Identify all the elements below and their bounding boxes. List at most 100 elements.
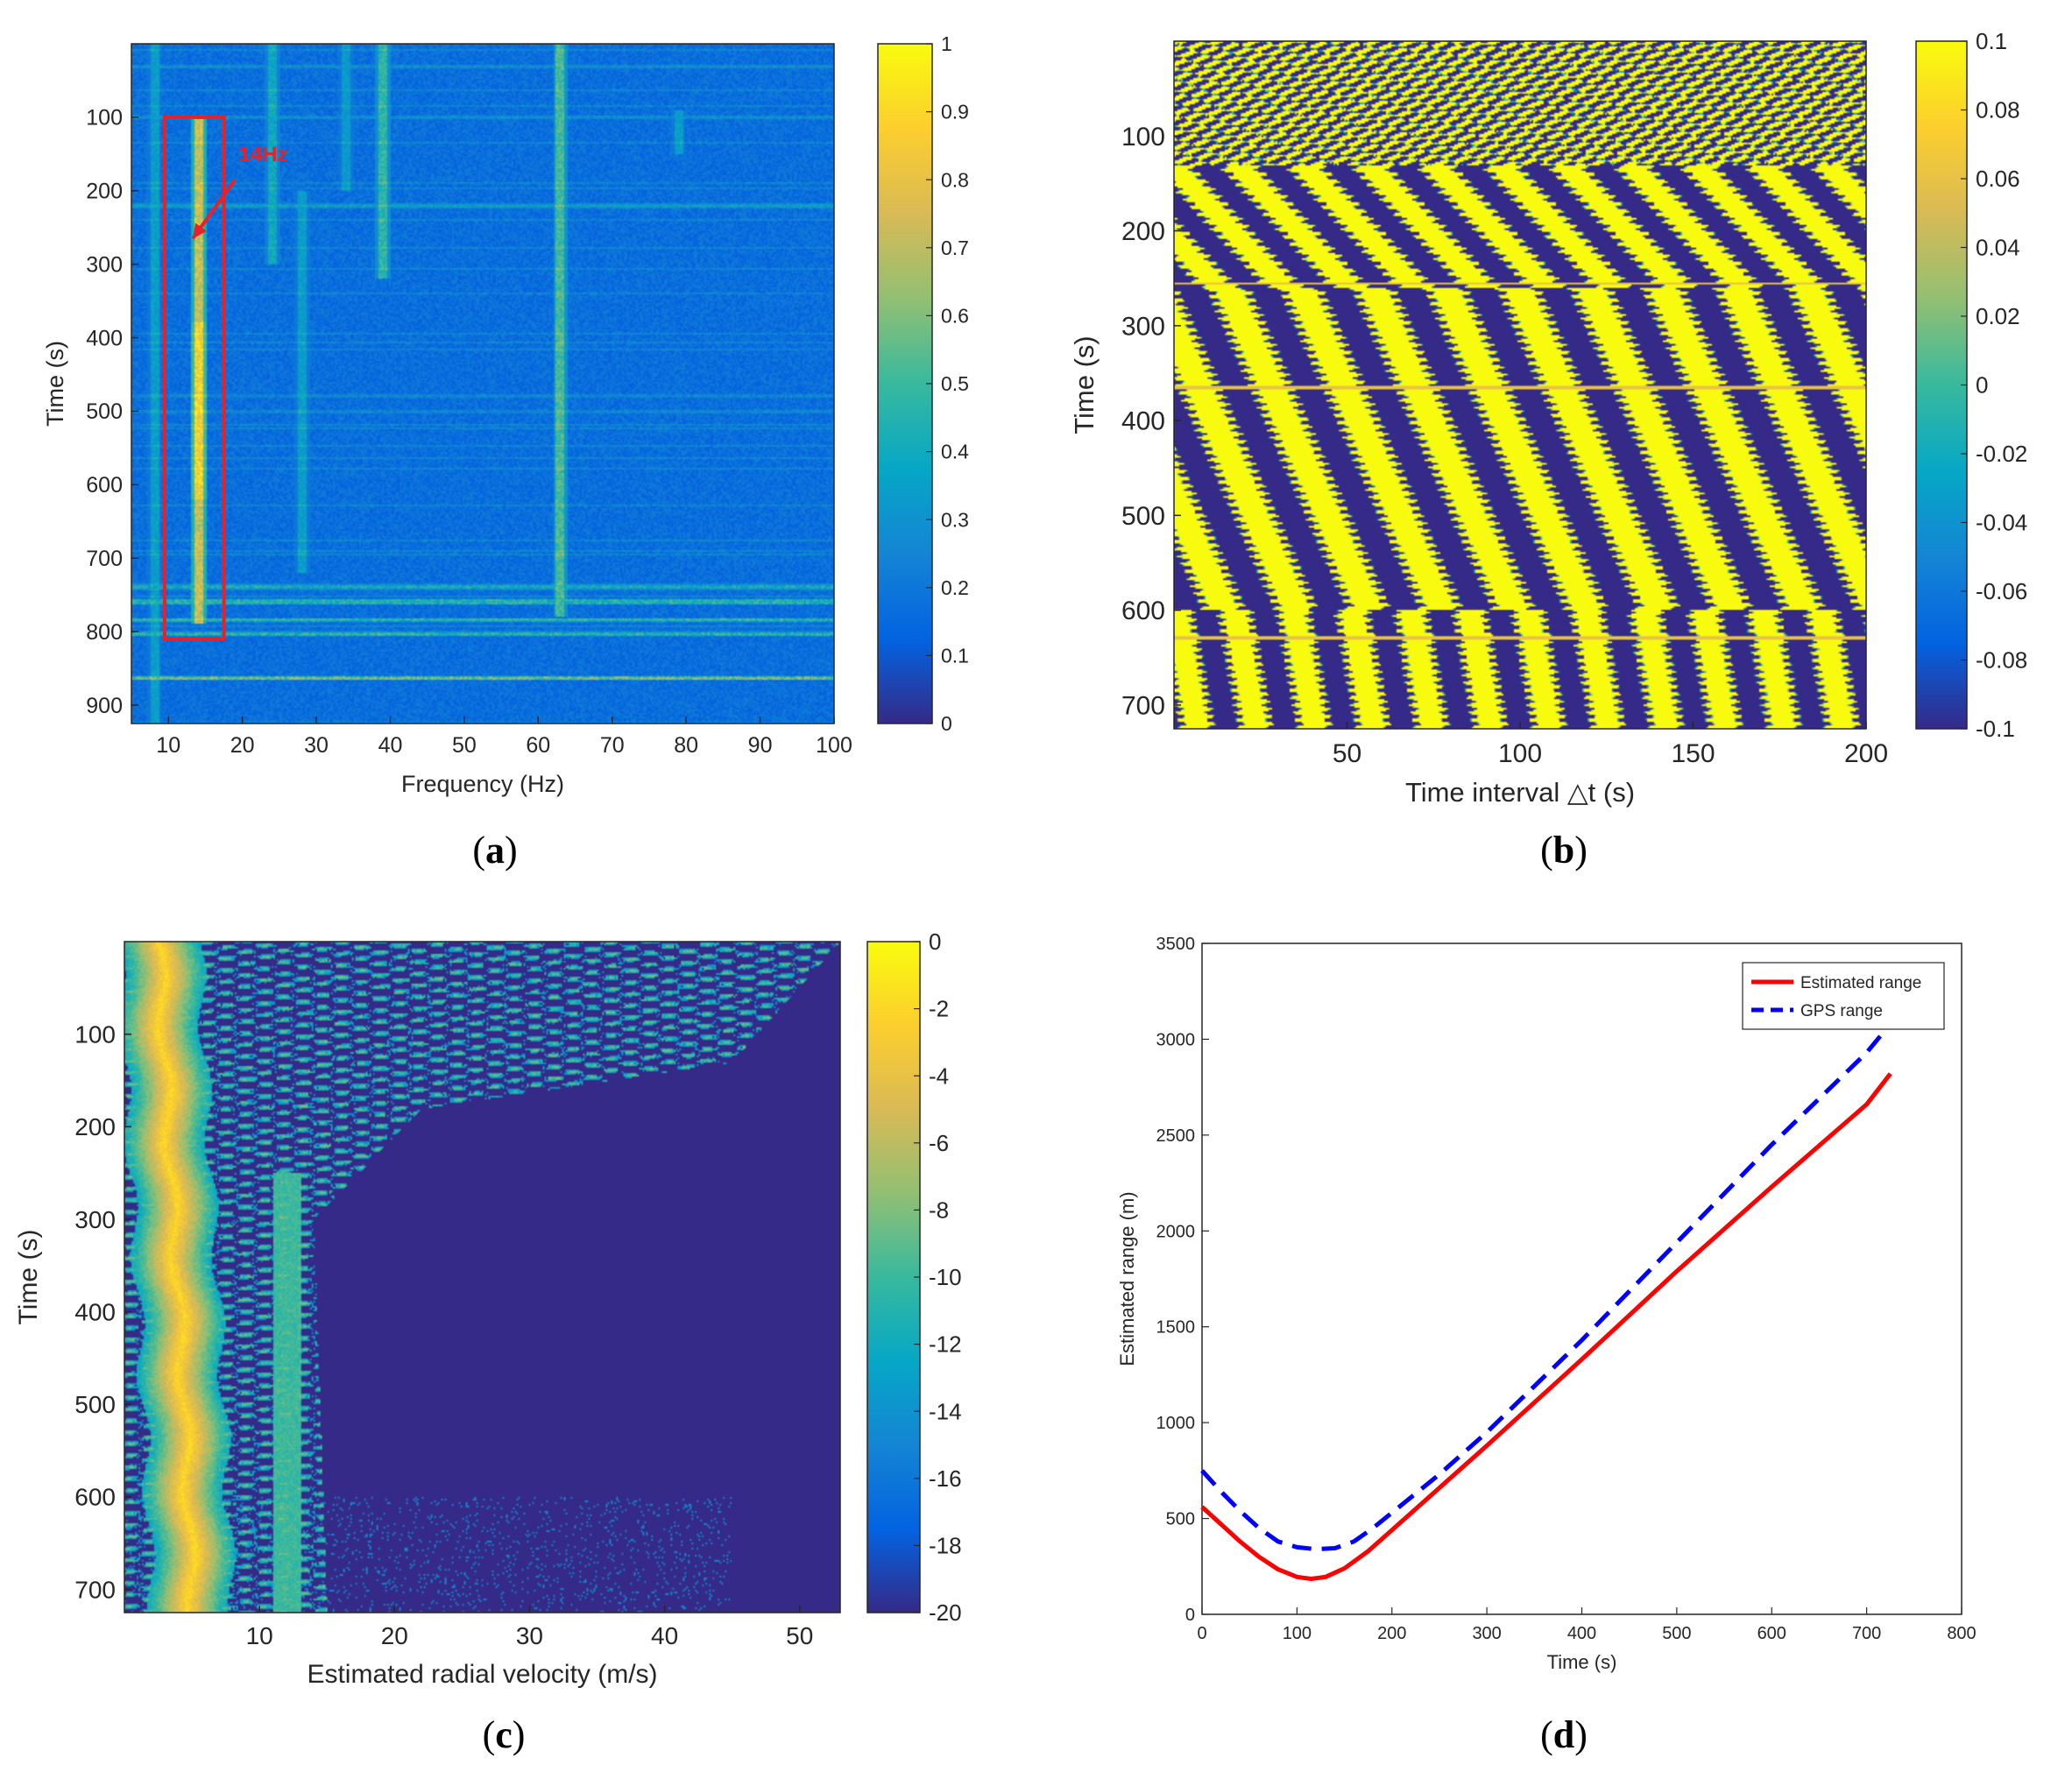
colorbar <box>1915 40 1968 730</box>
series-line-estimated-range <box>1200 1072 1892 1581</box>
colorbar-tick-label: 0.3 <box>941 508 969 531</box>
y-axis-label: Time (s) <box>1069 335 1100 434</box>
legend-label: Estimated range <box>1800 974 1921 992</box>
caption-letter: b <box>1553 829 1574 872</box>
colorbar-tick-label: 0.02 <box>1976 303 2020 329</box>
x-tick-label: 20 <box>230 733 255 758</box>
panel-caption: (c) <box>483 1713 526 1756</box>
y-tick-label: 900 <box>86 694 123 718</box>
annotation-box <box>162 115 226 641</box>
y-tick-label: 100 <box>74 1020 116 1048</box>
annotation-arrowhead <box>193 222 207 239</box>
x-tick-label: 300 <box>1472 1624 1501 1643</box>
caption-open: ( <box>483 1713 496 1756</box>
colorbar-tick-label: -0.04 <box>1976 510 2027 536</box>
y-tick-label: 200 <box>74 1113 116 1140</box>
y-tick-label: 0 <box>1185 1606 1195 1625</box>
colorbar-tick-label: -6 <box>929 1130 949 1156</box>
colorbar-tick-label: 0.4 <box>941 441 969 463</box>
y-tick-label: 1000 <box>1156 1414 1196 1433</box>
colorbar-tick-label: -18 <box>929 1533 962 1559</box>
x-tick-label: 100 <box>1283 1624 1312 1643</box>
colorbar-tick-label: -10 <box>929 1264 962 1290</box>
y-tick-label: 600 <box>86 473 123 498</box>
x-tick-label: 100 <box>816 733 852 758</box>
caption-letter: a <box>485 829 505 872</box>
panel-caption: (a) <box>472 829 517 872</box>
x-tick-label: 20 <box>381 1622 408 1649</box>
colorbar-tick-label: 0.04 <box>1976 235 2020 261</box>
x-tick-label: 700 <box>1852 1624 1881 1643</box>
y-tick-label: 100 <box>86 106 123 131</box>
legend-box <box>1742 962 1945 1030</box>
colorbar-tick-label: 0.1 <box>1976 28 2007 54</box>
y-tick-label: 300 <box>86 252 123 277</box>
panel-c-velocity: 100 200 300 400 500 600 700 10 20 30 40 50 Estimated… <box>14 928 962 1756</box>
colorbar <box>877 43 933 724</box>
colorbar-tick-label: 0.9 <box>941 101 969 124</box>
colorbar-tick-label: -4 <box>929 1063 949 1089</box>
x-tick-label: 100 <box>1498 739 1542 768</box>
caption-close: ) <box>1574 1713 1588 1756</box>
y-tick-label: 200 <box>86 180 123 204</box>
y-tick-label: 500 <box>74 1391 116 1418</box>
colorbar-tick-label: 0.06 <box>1976 166 2020 192</box>
colorbar-tick-label: -16 <box>929 1465 962 1492</box>
colorbar-tick-label: -2 <box>929 996 949 1022</box>
x-axis-label: Time (s) <box>1547 1651 1617 1673</box>
colorbar <box>866 941 921 1613</box>
x-tick-label: 500 <box>1662 1624 1691 1643</box>
caption-close: ) <box>1574 829 1588 872</box>
x-tick-label: 10 <box>246 1622 273 1649</box>
panel-b-correlation: 100 200 300 400 500 600 700 50 100 150 200 Time int… <box>1069 28 2027 872</box>
colorbar-tick-label: 1 <box>941 32 952 55</box>
heatmap-image <box>124 942 840 1613</box>
colorbar-tick-label: 0.2 <box>941 576 969 599</box>
y-tick-label: 300 <box>1121 312 1165 341</box>
x-axis-label: Time interval △t (s) <box>1405 777 1635 808</box>
x-tick-label: 10 <box>156 733 180 758</box>
caption-close: ) <box>505 829 518 872</box>
y-tick-label: 3000 <box>1156 1030 1196 1049</box>
x-axis-label: Frequency (Hz) <box>401 771 564 797</box>
y-tick-label: 200 <box>1121 217 1165 246</box>
colorbar-tick-label: -12 <box>929 1331 962 1358</box>
y-tick-label: 100 <box>1121 123 1165 152</box>
x-axis-label: Estimated radial velocity (m/s) <box>307 1660 657 1689</box>
x-tick-label: 70 <box>600 733 625 758</box>
colorbar-tick-label: 0.08 <box>1976 97 2020 124</box>
legend-label: GPS range <box>1800 1002 1883 1020</box>
caption-close: ) <box>513 1713 526 1756</box>
x-tick-label: 50 <box>452 733 477 758</box>
y-tick-label: 500 <box>1166 1510 1195 1529</box>
y-tick-label: 700 <box>1121 691 1165 720</box>
colorbar-tick-label: 0.7 <box>941 237 969 259</box>
panel-c-frame <box>124 941 841 1613</box>
x-tick-label: 40 <box>651 1622 678 1649</box>
x-tick-label: 800 <box>1947 1624 1976 1643</box>
series-line-gps-range <box>1200 1016 1898 1552</box>
x-tick-label: 80 <box>674 733 698 758</box>
panel-a-frame <box>131 43 835 724</box>
caption-letter: c <box>495 1713 513 1756</box>
y-axis-label: Time (s) <box>42 341 68 427</box>
colorbar-tick-label: 0.6 <box>941 304 969 327</box>
colorbar-tick-label: -8 <box>929 1197 949 1224</box>
x-tick-label: 40 <box>378 733 403 758</box>
colorbar-tick-label: -0.1 <box>1976 716 2015 742</box>
x-tick-label: 90 <box>748 733 773 758</box>
x-tick-label: 50 <box>786 1622 813 1649</box>
x-tick-label: 30 <box>516 1622 543 1649</box>
y-tick-label: 1500 <box>1156 1318 1196 1338</box>
y-tick-label: 600 <box>74 1484 116 1511</box>
x-tick-label: 60 <box>526 733 550 758</box>
heatmap-image <box>1174 41 1866 729</box>
x-tick-label: 200 <box>1377 1624 1406 1643</box>
panel-d-range: 0 500 1000 1500 2000 2500 3000 3500 0 100 200 300 40… <box>1116 935 1977 1756</box>
panel-caption: (b) <box>1540 829 1588 872</box>
colorbar-tick-label: 0.1 <box>941 644 969 667</box>
y-tick-label: 800 <box>86 620 123 645</box>
y-tick-label: 500 <box>1121 502 1165 531</box>
colorbar-tick-label: 0 <box>929 928 941 955</box>
